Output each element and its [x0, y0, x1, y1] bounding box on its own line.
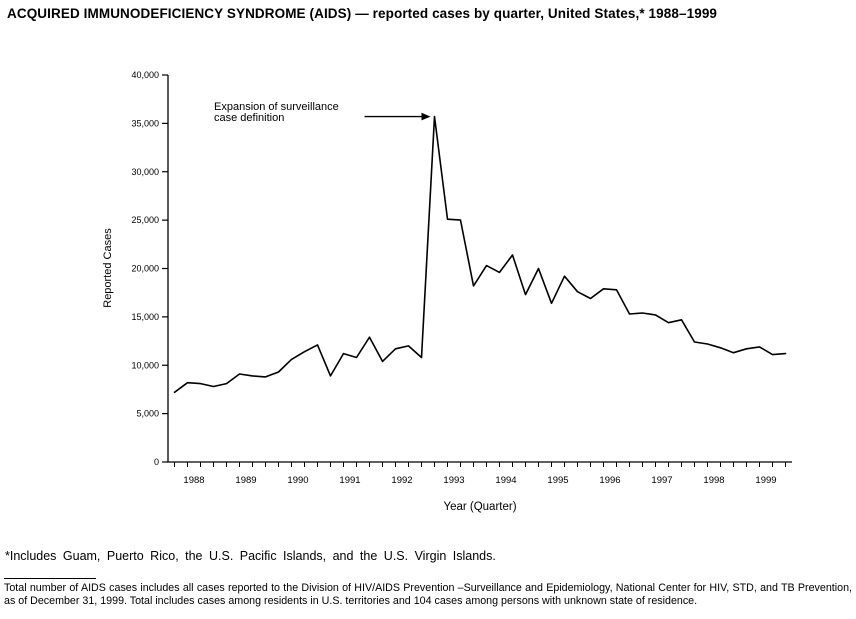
x-year-label: 1994 [495, 475, 516, 486]
y-tick-label: 5,000 [136, 409, 159, 419]
annotation-line-1: Expansion of surveillance [214, 101, 339, 113]
x-year-label: 1992 [391, 475, 412, 486]
footnote-source: Total number of AIDS cases includes all … [4, 582, 852, 607]
annotation-expansion-of-surveillance: Expansion of surveillance case definitio… [214, 102, 339, 123]
y-tick-label: 30,000 [131, 167, 159, 177]
figure-title: ACQUIRED IMMUNODEFICIENCY SYNDROME (AIDS… [7, 6, 718, 21]
x-year-label: 1997 [651, 475, 672, 486]
footnote-divider [4, 578, 96, 579]
reported-cases-line [173, 115, 787, 394]
x-year-label: 1999 [755, 475, 776, 486]
y-axis-title: Reported Cases [102, 228, 114, 308]
axes [167, 75, 792, 463]
y-tick-label: 20,000 [131, 264, 159, 274]
y-tick-label: 10,000 [131, 360, 159, 370]
y-tick-label: 40,000 [131, 70, 159, 80]
x-year-label: 1993 [443, 475, 464, 486]
y-tick-label: 25,000 [131, 215, 159, 225]
footnote-asterisk: *Includes Guam, Puerto Rico, the U.S. Pa… [5, 549, 496, 563]
x-year-label: 1991 [339, 475, 360, 486]
x-year-label: 1989 [235, 475, 256, 486]
x-year-label: 1988 [183, 475, 204, 486]
y-tick-label: 0 [154, 457, 159, 467]
x-year-label: 1995 [547, 475, 568, 486]
x-year-label: 1996 [599, 475, 620, 486]
y-tick-label: 35,000 [131, 118, 159, 128]
y-tick-label: 15,000 [131, 312, 159, 322]
x-year-label: 1990 [287, 475, 308, 486]
x-axis: 1988 1989 1990 1991 1992 1993 1994 1995 1996 1997… [174, 462, 786, 486]
annotation-arrow [364, 112, 431, 121]
annotation-line-2: case definition [214, 111, 285, 124]
x-year-label: 1998 [703, 475, 724, 486]
x-axis-title: Year (Quarter) [443, 501, 517, 513]
y-axis: 0 5,000 10,000 15,000 20,000 25,000 30,000 35,0… [131, 70, 168, 467]
